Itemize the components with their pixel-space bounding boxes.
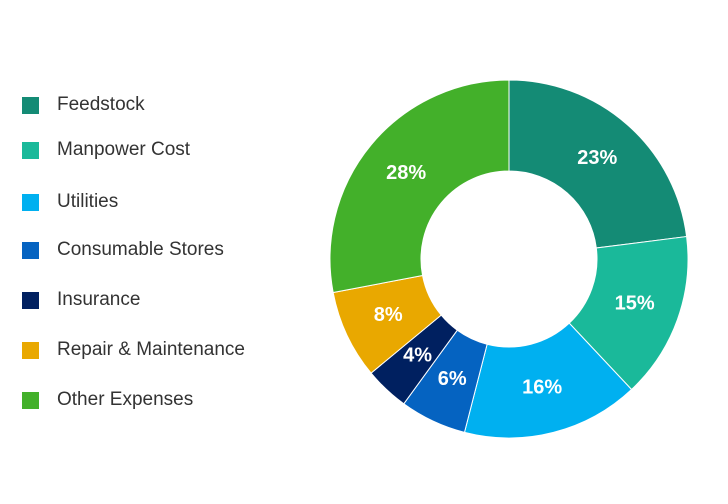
value-label: 4% — [403, 345, 432, 367]
slice — [508, 79, 688, 249]
legend-label: Other Expenses — [57, 389, 193, 410]
value-label: 6% — [438, 368, 467, 390]
legend-swatch — [22, 392, 39, 409]
legend-swatch — [22, 292, 39, 309]
legend-label: Insurance — [57, 289, 140, 310]
slice — [463, 322, 633, 439]
legend-label: Utilities — [57, 191, 118, 212]
value-label: 15% — [615, 293, 655, 315]
value-label: 28% — [386, 162, 426, 184]
slice — [568, 236, 689, 391]
legend-swatch — [22, 342, 39, 359]
value-label: 23% — [577, 147, 617, 169]
value-label: 16% — [522, 377, 562, 399]
legend-label: Manpower Cost — [57, 139, 191, 160]
slice — [329, 79, 510, 294]
legend-label: Consumable Stores — [57, 239, 224, 260]
legend-label: Feedstock — [57, 94, 145, 115]
legend-swatch — [22, 242, 39, 259]
value-label: 8% — [374, 304, 403, 326]
legend-swatch — [22, 142, 39, 159]
legend-swatch — [22, 97, 39, 114]
legend-swatch — [22, 194, 39, 211]
legend-label: Repair & Maintenance — [57, 339, 245, 360]
